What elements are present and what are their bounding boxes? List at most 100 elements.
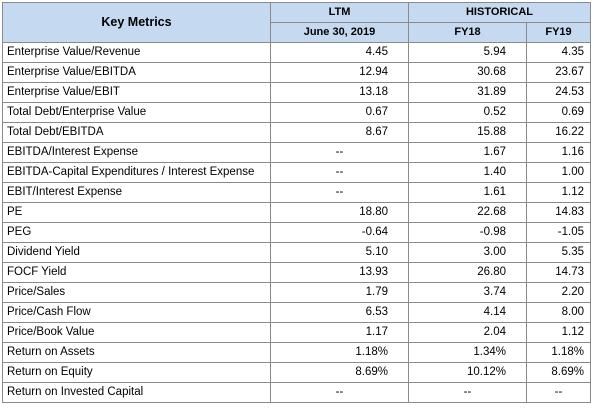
- table-row: Enterprise Value/EBITDA 12.94 30.68 23.67: [2, 62, 591, 83]
- fy18-value-cell: -0.98: [408, 222, 527, 243]
- fy19-value-cell: 24.53: [526, 82, 591, 103]
- metric-name-cell: Enterprise Value/EBIT: [2, 82, 271, 103]
- fy18-value-cell: 5.94: [408, 42, 527, 63]
- table-row: EBIT/Interest Expense -- 1.61 1.12: [2, 182, 591, 203]
- fy18-value-cell: 1.67: [408, 142, 527, 163]
- fy18-value-cell: 15.88: [408, 122, 527, 143]
- table-row: Enterprise Value/Revenue 4.45 5.94 4.35: [2, 42, 591, 63]
- fy19-value-cell: 14.83: [526, 202, 591, 223]
- ltm-header: LTM: [270, 2, 409, 23]
- fy19-value-cell: 1.16: [526, 142, 591, 163]
- fy18-value-cell: 1.61: [408, 182, 527, 203]
- ltm-value-cell: 1.17: [270, 322, 409, 343]
- metric-name-cell: Price/Sales: [2, 282, 271, 303]
- fy18-header: FY18: [408, 22, 527, 43]
- key-metrics-table: Key Metrics LTM HISTORICAL June 30, 2019…: [2, 2, 591, 403]
- fy18-value-cell: --: [408, 382, 527, 403]
- fy19-value-cell: 23.67: [526, 62, 591, 83]
- table-row: Total Debt/EBITDA 8.67 15.88 16.22: [2, 122, 591, 143]
- ltm-value-cell: --: [270, 182, 409, 203]
- fy19-value-cell: 2.20: [526, 282, 591, 303]
- fy18-value-cell: 2.04: [408, 322, 527, 343]
- fy19-value-cell: 8.69%: [526, 362, 591, 383]
- header-row-top: Key Metrics LTM HISTORICAL: [2, 2, 591, 43]
- fy18-value-cell: 3.00: [408, 242, 527, 263]
- ltm-value-cell: --: [270, 162, 409, 183]
- metric-name-cell: EBITDA/Interest Expense: [2, 142, 271, 163]
- fy19-value-cell: 1.18%: [526, 342, 591, 363]
- fy19-value-cell: 8.00: [526, 302, 591, 323]
- fy19-value-cell: 1.12: [526, 182, 591, 203]
- ltm-date-header: June 30, 2019: [270, 22, 409, 43]
- ltm-value-cell: 0.67: [270, 102, 409, 123]
- ltm-value-cell: --: [270, 382, 409, 403]
- table-row: Price/Book Value 1.17 2.04 1.12: [2, 322, 591, 343]
- ltm-value-cell: 13.18: [270, 82, 409, 103]
- ltm-value-cell: 13.93: [270, 262, 409, 283]
- metric-name-cell: Price/Cash Flow: [2, 302, 271, 323]
- table-row: Return on Equity 8.69% 10.12% 8.69%: [2, 362, 591, 383]
- fy19-value-cell: 4.35: [526, 42, 591, 63]
- metric-name-cell: Return on Assets: [2, 342, 271, 363]
- ltm-value-cell: 1.79: [270, 282, 409, 303]
- metric-name-cell: Dividend Yield: [2, 242, 271, 263]
- historical-header: HISTORICAL: [408, 2, 591, 23]
- fy19-header: FY19: [526, 22, 591, 43]
- fy18-value-cell: 4.14: [408, 302, 527, 323]
- fy19-value-cell: 16.22: [526, 122, 591, 143]
- ltm-value-cell: 12.94: [270, 62, 409, 83]
- table-row: EBITDA-Capital Expenditures / Interest E…: [2, 162, 591, 183]
- table-row: Price/Cash Flow 6.53 4.14 8.00: [2, 302, 591, 323]
- fy19-value-cell: 14.73: [526, 262, 591, 283]
- ltm-value-cell: --: [270, 142, 409, 163]
- table-row: FOCF Yield 13.93 26.80 14.73: [2, 262, 591, 283]
- fy18-value-cell: 1.40: [408, 162, 527, 183]
- fy18-value-cell: 26.80: [408, 262, 527, 283]
- ltm-value-cell: 8.67: [270, 122, 409, 143]
- metric-name-cell: Total Debt/EBITDA: [2, 122, 271, 143]
- fy19-value-cell: --: [526, 382, 591, 403]
- table-row: Return on Invested Capital -- -- --: [2, 382, 591, 403]
- metric-name-cell: Price/Book Value: [2, 322, 271, 343]
- key-metrics-header: Key Metrics: [2, 2, 271, 43]
- fy18-value-cell: 0.52: [408, 102, 527, 123]
- table-row: PE 18.80 22.68 14.83: [2, 202, 591, 223]
- fy19-value-cell: -1.05: [526, 222, 591, 243]
- ltm-value-cell: -0.64: [270, 222, 409, 243]
- metric-name-cell: Enterprise Value/Revenue: [2, 42, 271, 63]
- metric-name-cell: EBITDA-Capital Expenditures / Interest E…: [2, 162, 271, 183]
- table-row: Enterprise Value/EBIT 13.18 31.89 24.53: [2, 82, 591, 103]
- ltm-value-cell: 5.10: [270, 242, 409, 263]
- ltm-value-cell: 8.69%: [270, 362, 409, 383]
- fy18-value-cell: 31.89: [408, 82, 527, 103]
- fy18-value-cell: 22.68: [408, 202, 527, 223]
- metric-name-cell: EBIT/Interest Expense: [2, 182, 271, 203]
- header-row-bottom: June 30, 2019 FY18 FY19: [3, 22, 591, 43]
- fy18-value-cell: 3.74: [408, 282, 527, 303]
- metric-name-cell: Return on Equity: [2, 362, 271, 383]
- metric-name-cell: FOCF Yield: [2, 262, 271, 283]
- ltm-value-cell: 4.45: [270, 42, 409, 63]
- fy18-value-cell: 1.34%: [408, 342, 527, 363]
- table-row: EBITDA/Interest Expense -- 1.67 1.16: [2, 142, 591, 163]
- fy19-value-cell: 0.69: [526, 102, 591, 123]
- table-header: Key Metrics LTM HISTORICAL June 30, 2019…: [2, 2, 591, 43]
- table-body: Enterprise Value/Revenue 4.45 5.94 4.35 Ente…: [2, 42, 591, 403]
- metric-name-cell: Return on Invested Capital: [2, 382, 271, 403]
- fy19-value-cell: 1.12: [526, 322, 591, 343]
- fy18-value-cell: 30.68: [408, 62, 527, 83]
- table-row: Return on Assets 1.18% 1.34% 1.18%: [2, 342, 591, 363]
- metric-name-cell: PE: [2, 202, 271, 223]
- fy19-value-cell: 5.35: [526, 242, 591, 263]
- ltm-value-cell: 18.80: [270, 202, 409, 223]
- ltm-value-cell: 6.53: [270, 302, 409, 323]
- table-row: Dividend Yield 5.10 3.00 5.35: [2, 242, 591, 263]
- ltm-value-cell: 1.18%: [270, 342, 409, 363]
- fy19-value-cell: 1.00: [526, 162, 591, 183]
- metric-name-cell: Enterprise Value/EBITDA: [2, 62, 271, 83]
- table-row: PEG -0.64 -0.98 -1.05: [2, 222, 591, 243]
- table-row: Total Debt/Enterprise Value 0.67 0.52 0.69: [2, 102, 591, 123]
- metric-name-cell: Total Debt/Enterprise Value: [2, 102, 271, 123]
- table-row: Price/Sales 1.79 3.74 2.20: [2, 282, 591, 303]
